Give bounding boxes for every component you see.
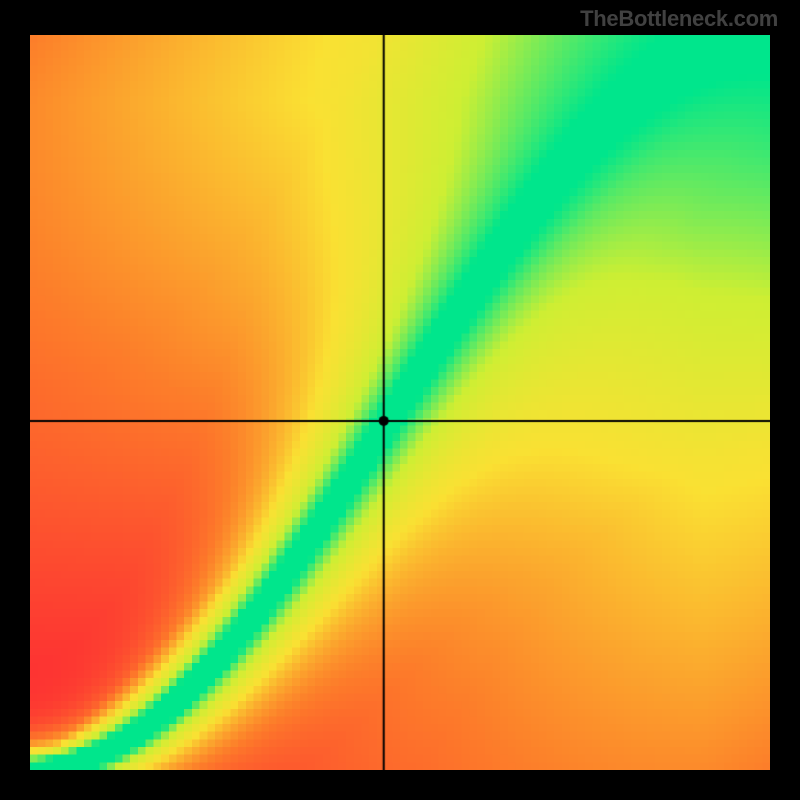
watermark-text: TheBottleneck.com: [580, 6, 778, 32]
bottleneck-heatmap: [30, 35, 770, 770]
chart-container: TheBottleneck.com: [0, 0, 800, 800]
